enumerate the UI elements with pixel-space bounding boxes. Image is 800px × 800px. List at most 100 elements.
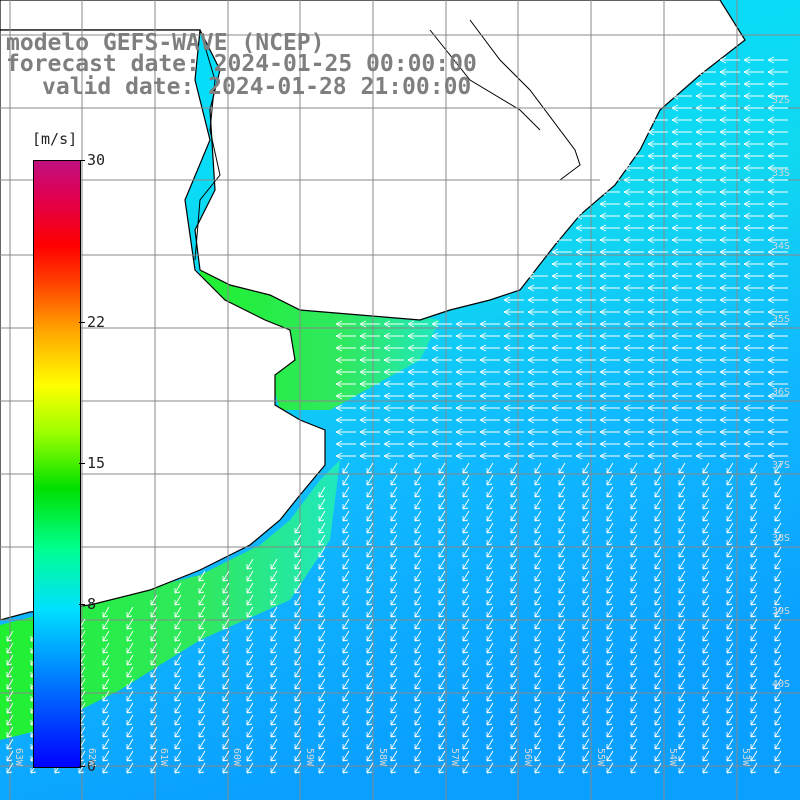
wind-arrow [407, 368, 428, 376]
wind-arrow [246, 678, 254, 690]
wind-arrow [383, 452, 404, 460]
wind-arrow [599, 308, 620, 316]
wind-arrow [599, 344, 620, 352]
wind-arrow [750, 750, 758, 762]
wind-arrow [558, 642, 566, 654]
wind-arrow [366, 510, 374, 522]
wind-arrow [6, 714, 14, 726]
wind-arrow [702, 654, 710, 666]
wind-arrow [318, 726, 326, 738]
wind-arrow [270, 618, 278, 630]
wind-arrow [678, 714, 686, 726]
wind-arrow [726, 522, 734, 534]
wind-arrow [671, 128, 692, 136]
wind-arrow [126, 690, 134, 702]
wind-arrow [767, 380, 788, 388]
wind-arrow [174, 642, 182, 654]
wind-arrow [510, 546, 518, 558]
colorbar-tick-mark [79, 160, 85, 161]
wind-arrow [743, 236, 764, 244]
wind-arrow [623, 200, 644, 208]
wind-arrow [359, 356, 380, 364]
wind-arrow [414, 474, 422, 486]
wind-arrow [510, 714, 518, 726]
wind-arrow [414, 570, 422, 582]
wind-arrow [743, 224, 764, 232]
wind-arrow [6, 690, 14, 702]
wind-arrow [647, 368, 668, 376]
wind-arrow [623, 272, 644, 280]
wind-arrow [534, 654, 542, 666]
wind-arrow [719, 428, 740, 436]
wind-arrow [222, 690, 230, 702]
wind-arrow [534, 702, 542, 714]
wind-arrow [342, 690, 350, 702]
wind-arrow [174, 618, 182, 630]
wind-arrow [719, 188, 740, 196]
wind-arrow [774, 582, 782, 594]
wind-arrow [366, 630, 374, 642]
wind-arrow [414, 594, 422, 606]
wind-arrow [527, 308, 548, 316]
wind-arrow [503, 440, 524, 448]
wind-arrow [575, 428, 596, 436]
wind-arrow [527, 404, 548, 412]
wind-arrow [654, 618, 662, 630]
wind-arrow [767, 68, 788, 76]
wind-arrow [174, 702, 182, 714]
wind-arrow [534, 678, 542, 690]
wind-arrow [767, 128, 788, 136]
wind-arrow [678, 606, 686, 618]
wind-arrow [671, 236, 692, 244]
wind-arrow [606, 762, 614, 774]
wind-arrow [527, 416, 548, 424]
wind-arrow [750, 738, 758, 750]
wind-arrow [719, 152, 740, 160]
wind-arrow [726, 534, 734, 546]
wind-arrow [702, 666, 710, 678]
wind-arrow [414, 618, 422, 630]
wind-arrow [486, 498, 494, 510]
wind-arrow [582, 606, 590, 618]
wind-arrow [599, 356, 620, 364]
wind-arrow [359, 380, 380, 388]
wind-arrow [438, 606, 446, 618]
wind-arrow [318, 630, 326, 642]
wind-arrow [270, 606, 278, 618]
wind-arrow [774, 714, 782, 726]
wind-arrow [407, 320, 428, 328]
wind-arrow [654, 690, 662, 702]
wind-arrow [534, 666, 542, 678]
wind-arrow [390, 474, 398, 486]
wind-arrow [647, 392, 668, 400]
wind-arrow [695, 356, 716, 364]
wind-arrow [407, 452, 428, 460]
wind-arrow [198, 666, 206, 678]
wind-arrow [678, 582, 686, 594]
longitude-label: 62W [85, 748, 97, 767]
wind-arrow [719, 452, 740, 460]
border-line [429, 29, 541, 131]
wind-arrow [606, 606, 614, 618]
wind-arrow [558, 510, 566, 522]
wind-arrow [623, 188, 644, 196]
wind-arrow [719, 332, 740, 340]
wind-arrow [414, 738, 422, 750]
wind-arrow [390, 522, 398, 534]
wind-arrow [702, 570, 710, 582]
wind-arrow [599, 440, 620, 448]
wind-arrow [743, 428, 764, 436]
wind-arrow [671, 428, 692, 436]
wind-arrow [510, 510, 518, 522]
wind-arrow [719, 272, 740, 280]
wind-arrow [246, 654, 254, 666]
wind-arrow [750, 702, 758, 714]
wind-arrow [174, 594, 182, 606]
wind-arrow [270, 702, 278, 714]
wind-arrow [455, 344, 476, 352]
wind-arrow [767, 236, 788, 244]
wind-arrow [695, 344, 716, 352]
wind-arrow [342, 486, 350, 498]
wind-arrow [390, 714, 398, 726]
wind-arrow [414, 462, 422, 474]
